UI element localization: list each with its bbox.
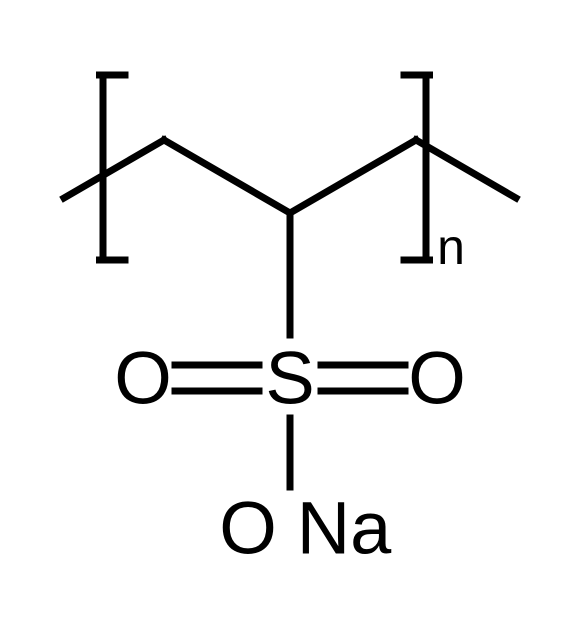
atom-label-na: Na xyxy=(297,487,392,570)
bond-line xyxy=(290,140,416,213)
atom-label-o3: O xyxy=(219,487,277,570)
chemical-structure-diagram: SOOONan xyxy=(0,0,562,640)
atom-label-o2: O xyxy=(408,337,466,420)
atom-label-o1: O xyxy=(114,337,172,420)
bond-line xyxy=(64,140,164,198)
atom-label-s: S xyxy=(265,337,314,420)
bond-line xyxy=(164,140,290,213)
atom-label-n: n xyxy=(437,219,465,275)
bond-line xyxy=(416,140,516,198)
